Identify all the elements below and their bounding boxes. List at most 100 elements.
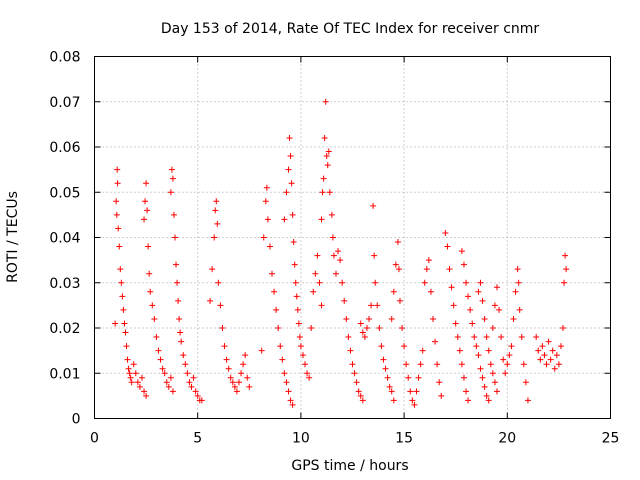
data-point <box>178 338 185 345</box>
data-point <box>143 392 150 399</box>
data-point <box>543 361 550 368</box>
y-tick-label: 0.03 <box>49 276 80 292</box>
data-point <box>496 306 503 313</box>
data-point <box>549 347 556 354</box>
x-tick-label: 10 <box>292 431 310 447</box>
data-point <box>113 198 120 205</box>
data-point <box>324 162 331 169</box>
data-point <box>171 234 178 241</box>
data-point <box>463 388 470 395</box>
y-axis-title: ROTI / TECUs <box>5 191 21 283</box>
data-point <box>120 306 127 313</box>
data-point <box>500 356 507 363</box>
data-point <box>368 302 375 309</box>
data-point <box>487 361 494 368</box>
data-point <box>510 315 517 322</box>
data-point <box>376 325 383 331</box>
data-point <box>355 388 362 395</box>
data-point <box>524 397 531 404</box>
data-point <box>357 320 364 327</box>
data-point <box>562 252 569 259</box>
data-point <box>396 297 403 304</box>
data-point <box>285 388 292 395</box>
data-point <box>184 370 191 377</box>
data-point <box>335 248 342 255</box>
data-point <box>281 216 288 223</box>
data-point <box>157 356 164 363</box>
data-point <box>407 388 414 395</box>
data-point <box>388 388 395 395</box>
data-point <box>188 383 195 390</box>
data-point <box>454 334 461 341</box>
data-point <box>535 347 542 354</box>
data-point <box>263 184 270 191</box>
data-point <box>339 279 346 286</box>
data-point <box>359 329 366 336</box>
data-point <box>167 189 174 196</box>
data-point <box>481 315 488 322</box>
data-point <box>190 374 197 381</box>
data-point <box>479 297 486 304</box>
data-point <box>343 315 350 322</box>
data-point <box>388 315 395 322</box>
data-point <box>194 392 201 399</box>
data-point <box>450 302 457 309</box>
x-tick-label: 15 <box>395 431 413 447</box>
data-point <box>149 302 156 309</box>
data-point <box>395 266 402 273</box>
data-point <box>258 347 265 354</box>
data-point <box>289 401 296 408</box>
data-point <box>386 383 393 390</box>
data-point <box>229 379 236 386</box>
data-point <box>401 343 408 350</box>
data-point <box>522 379 529 386</box>
data-point <box>289 211 296 218</box>
data-point <box>269 270 276 277</box>
data-point <box>475 288 482 295</box>
data-point <box>328 211 335 218</box>
data-point <box>502 370 509 377</box>
data-point <box>310 288 317 295</box>
data-point <box>392 261 399 268</box>
data-point <box>427 288 434 295</box>
data-point <box>493 284 500 291</box>
data-point <box>132 370 139 377</box>
data-marks <box>112 98 570 408</box>
data-point <box>353 379 360 386</box>
data-point <box>297 343 304 350</box>
data-point <box>170 211 177 218</box>
data-point <box>168 166 175 173</box>
data-point <box>477 279 484 286</box>
data-point <box>436 379 443 386</box>
data-point <box>182 361 189 368</box>
data-point <box>165 383 172 390</box>
data-point <box>223 356 230 363</box>
data-point <box>330 252 337 259</box>
data-point <box>308 325 315 331</box>
data-point <box>512 288 519 295</box>
grid-lines <box>94 56 611 419</box>
data-point <box>312 270 319 277</box>
data-point <box>174 279 181 286</box>
data-point <box>244 374 251 381</box>
data-point <box>452 320 459 327</box>
data-point <box>238 370 245 377</box>
data-point <box>555 361 562 368</box>
data-point <box>173 261 180 268</box>
data-point <box>378 343 385 350</box>
data-point <box>112 320 119 327</box>
data-point <box>138 374 145 381</box>
data-point <box>442 229 449 236</box>
data-point <box>403 361 410 368</box>
data-point <box>260 234 267 241</box>
data-point <box>293 293 300 300</box>
data-point <box>520 361 527 368</box>
data-point <box>417 361 424 368</box>
data-point <box>125 365 132 372</box>
x-tick-label: 0 <box>90 431 99 447</box>
data-point <box>266 243 273 250</box>
data-point <box>491 302 498 309</box>
data-point <box>460 374 467 381</box>
data-point <box>277 343 284 350</box>
